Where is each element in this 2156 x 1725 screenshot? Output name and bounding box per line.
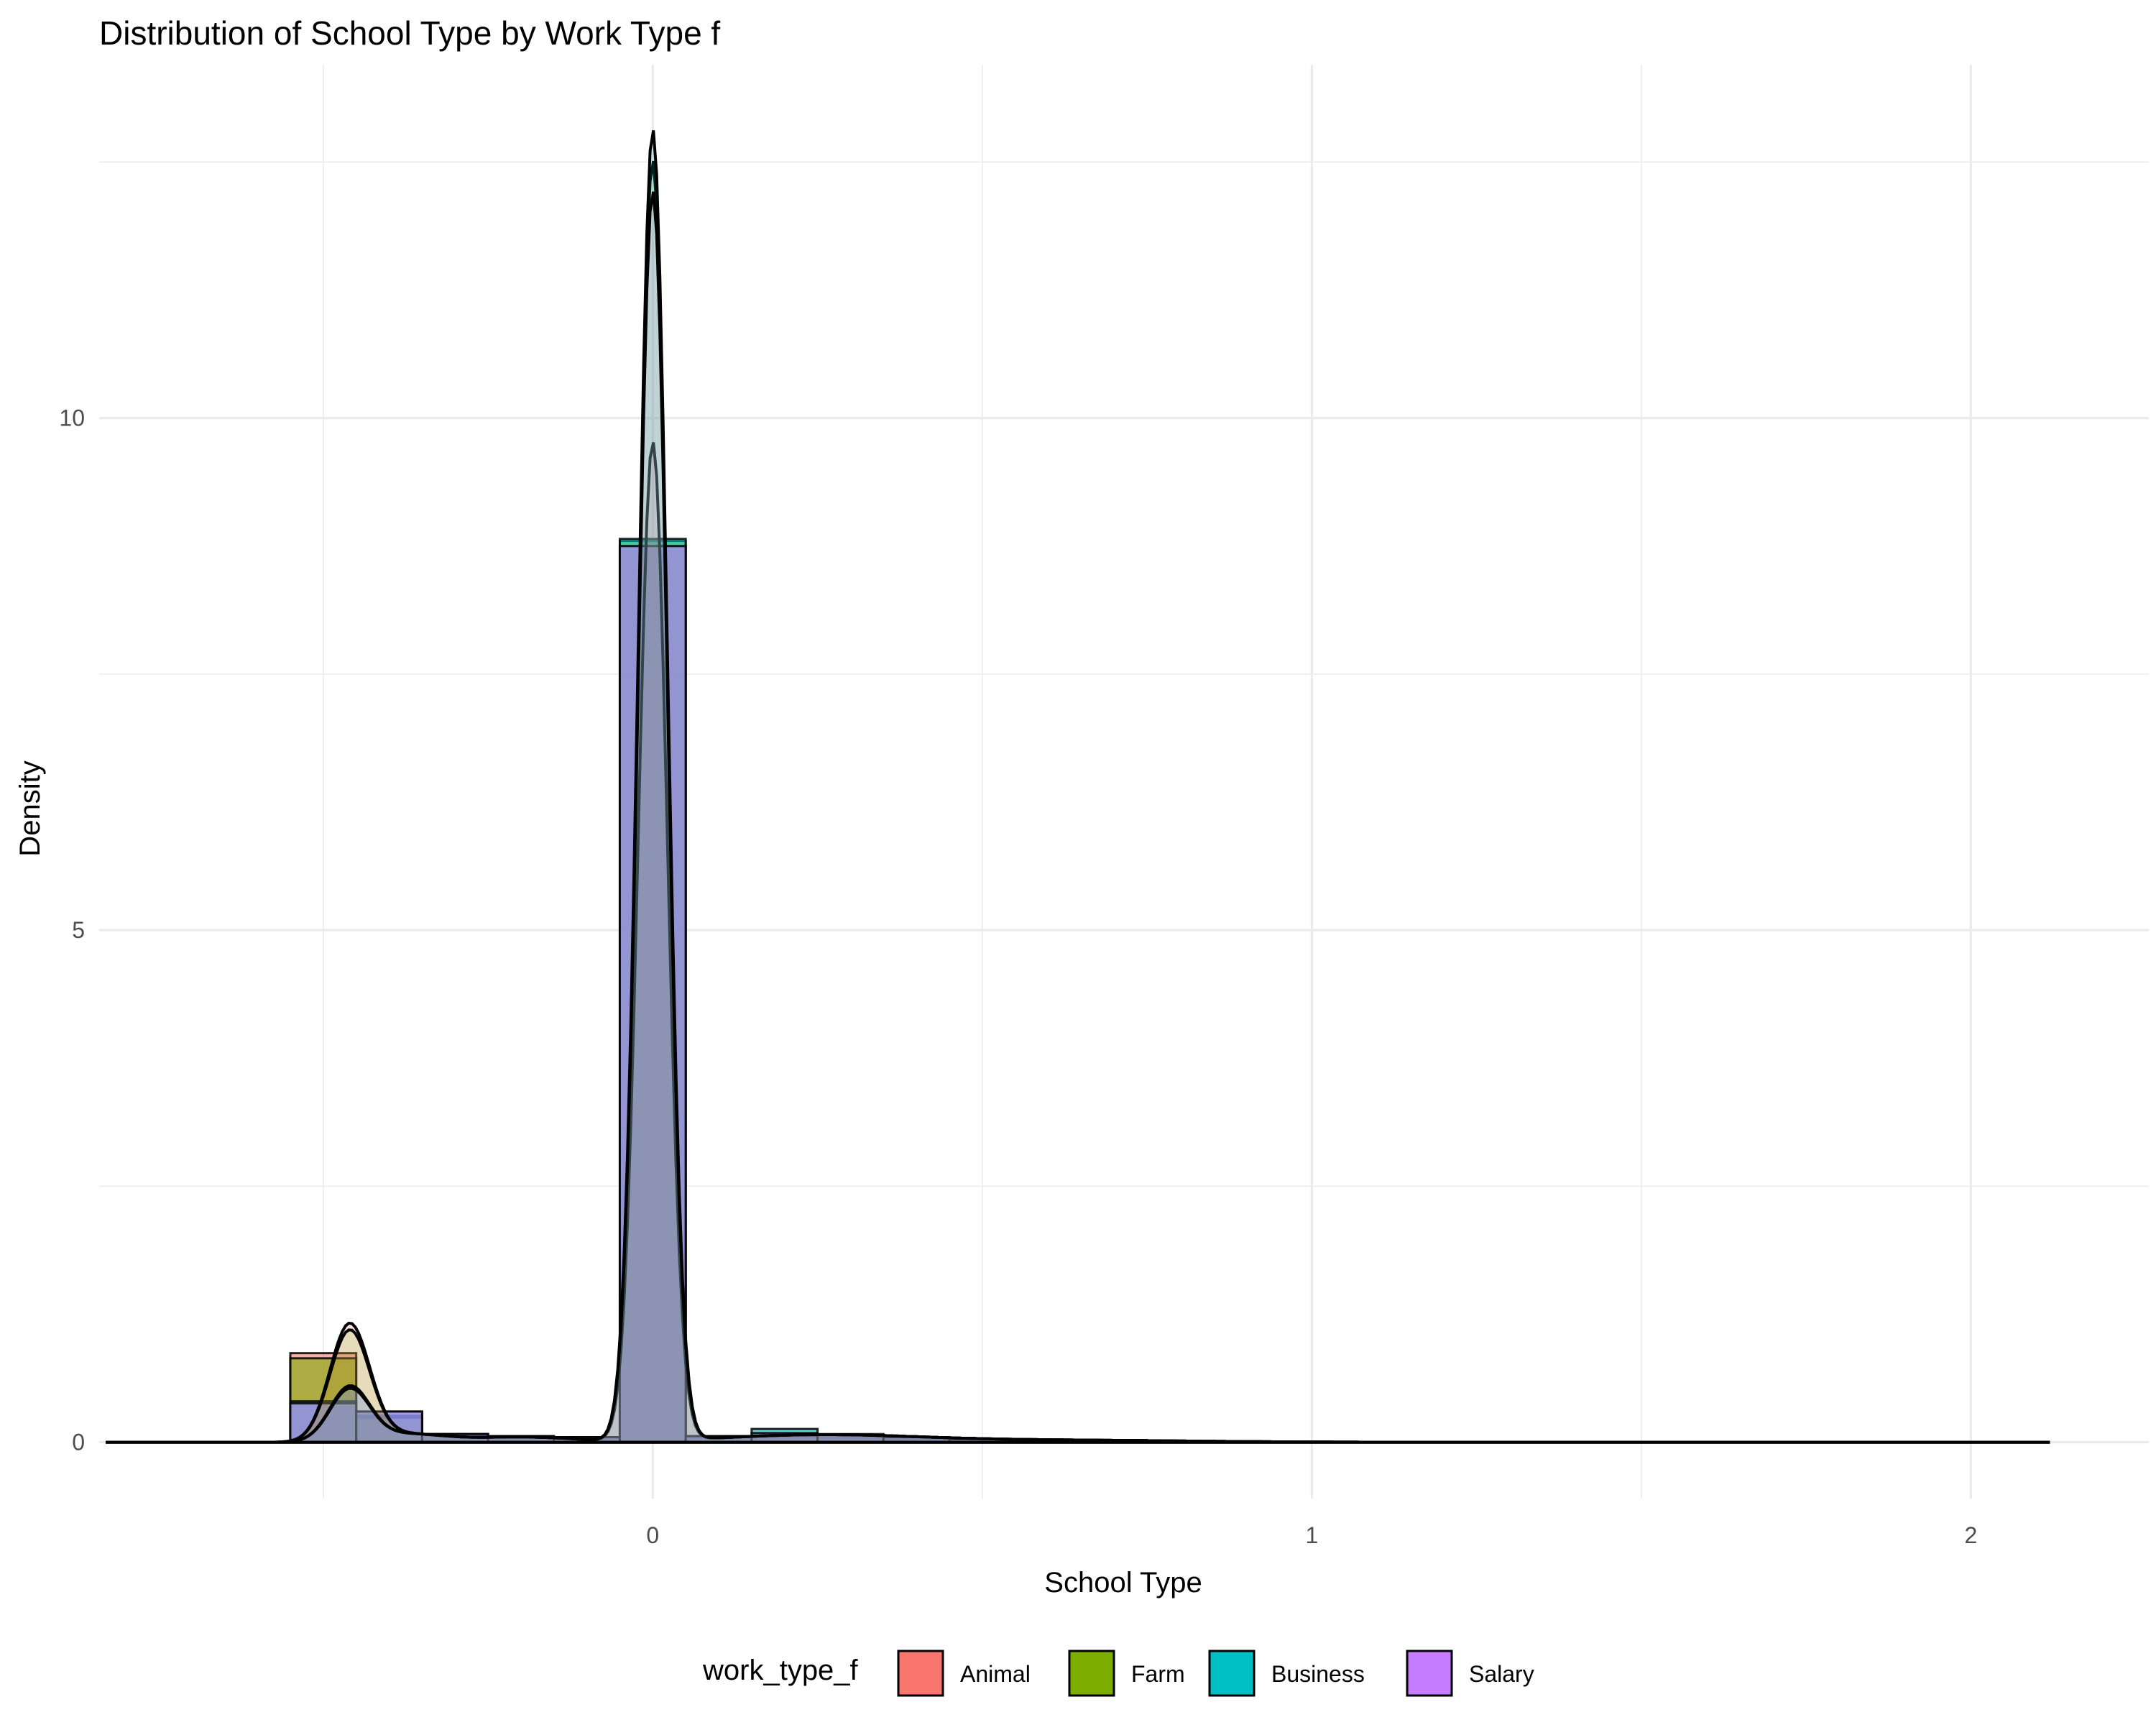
y-axis-ticks: 0 5 10 <box>59 405 85 1455</box>
legend-label-animal: Animal <box>960 1661 1031 1687</box>
x-tick-label: 2 <box>1965 1522 1978 1548</box>
grid <box>99 65 2149 1499</box>
legend-title: work_type_f <box>702 1655 859 1686</box>
legend-label-business: Business <box>1271 1661 1365 1687</box>
legend-items: Animal Farm Business Salary <box>897 1650 1534 1697</box>
density-curve-animal <box>106 442 2050 1444</box>
x-tick-label: 0 <box>646 1522 659 1548</box>
legend-key-business <box>1208 1650 1256 1697</box>
density-curve-salary <box>106 191 2050 1444</box>
legend-key-animal <box>897 1650 944 1697</box>
chart-title: Distribution of School Type by Work Type… <box>99 14 720 52</box>
legend-label-salary: Salary <box>1469 1661 1534 1687</box>
x-axis-title: School Type <box>1044 1567 1202 1598</box>
x-tick-label: 1 <box>1305 1522 1318 1548</box>
y-tick-label: 0 <box>72 1430 85 1455</box>
x-axis-ticks: 0 1 2 <box>646 1522 1977 1548</box>
legend: work_type_f Animal Farm Business Salary <box>702 1650 1534 1697</box>
density-curves <box>106 130 2050 1444</box>
legend-key-farm <box>1068 1650 1115 1697</box>
y-axis-title: Density <box>14 760 46 856</box>
y-tick-label: 10 <box>59 405 85 431</box>
density-curve-farm <box>106 160 2050 1444</box>
y-tick-label: 5 <box>72 917 85 943</box>
legend-label-farm: Farm <box>1131 1661 1185 1687</box>
density-curve-business <box>106 130 2050 1444</box>
legend-key-salary <box>1406 1650 1453 1697</box>
